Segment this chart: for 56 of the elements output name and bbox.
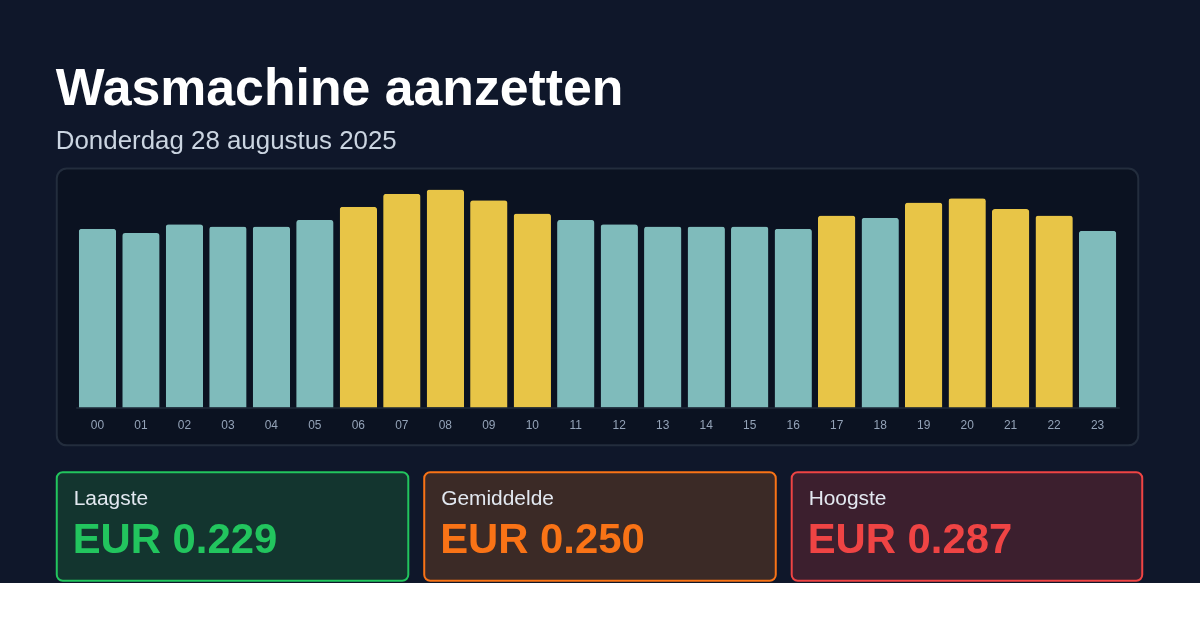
bar [78, 228, 117, 408]
x-tick-label: 04 [264, 417, 279, 432]
bar [1078, 230, 1117, 408]
x-tick-label: 10 [525, 417, 540, 432]
bar [731, 226, 769, 408]
x-tick-label: 07 [395, 417, 409, 432]
chart-title: Wasmachine aanzetten [55, 57, 624, 116]
bar [861, 217, 899, 408]
bar [513, 213, 551, 408]
x-tick-label: 00 [90, 417, 105, 432]
text: Gemiddelde [441, 486, 554, 510]
bar [122, 233, 160, 408]
x-tick-label: 18 [873, 417, 888, 432]
text: EUR 0.229 [72, 514, 278, 562]
bar [904, 202, 943, 408]
bar [339, 206, 378, 408]
bar [426, 189, 465, 408]
x-tick-label: 12 [612, 417, 627, 432]
bar [209, 226, 247, 408]
x-tick-label: 22 [1047, 417, 1062, 432]
bar [644, 226, 682, 408]
chart-subtitle: Donderdag 28 augustus 2025 [55, 125, 397, 154]
text: EUR 0.250 [440, 514, 645, 562]
bar [1035, 215, 1073, 408]
bar [296, 219, 334, 408]
x-tick-label: 03 [221, 417, 235, 432]
x-tick-label: 02 [177, 417, 192, 432]
bar [557, 219, 595, 408]
text: Hoogste [808, 486, 887, 510]
x-tick-label: 05 [308, 417, 322, 432]
x-tick-label: 06 [351, 417, 366, 432]
x-tick-label: 21 [1003, 417, 1018, 432]
bar [600, 224, 638, 408]
x-tick-label: 11 [569, 417, 583, 432]
text: EUR 0.287 [807, 514, 1013, 562]
x-tick-label: 13 [656, 417, 670, 432]
bar [383, 193, 421, 408]
x-tick-label: 14 [699, 417, 714, 432]
x-tick-label: 17 [830, 417, 844, 432]
bar [991, 209, 1030, 408]
x-tick-label: 19 [917, 417, 931, 432]
x-tick-label: 16 [786, 417, 801, 432]
text: Laagste [73, 486, 149, 510]
x-tick-label: 08 [438, 417, 453, 432]
bar [165, 224, 204, 408]
bar [774, 228, 812, 408]
x-tick-label: 20 [960, 417, 975, 432]
bar [252, 226, 291, 408]
x-tick-label: 15 [743, 417, 757, 432]
bar [948, 198, 986, 408]
x-tick-label: 09 [482, 417, 496, 432]
bar [817, 215, 856, 408]
x-tick-label: 23 [1090, 417, 1105, 432]
bar [687, 226, 725, 408]
x-tick-label: 01 [134, 417, 148, 432]
bar [470, 200, 508, 408]
